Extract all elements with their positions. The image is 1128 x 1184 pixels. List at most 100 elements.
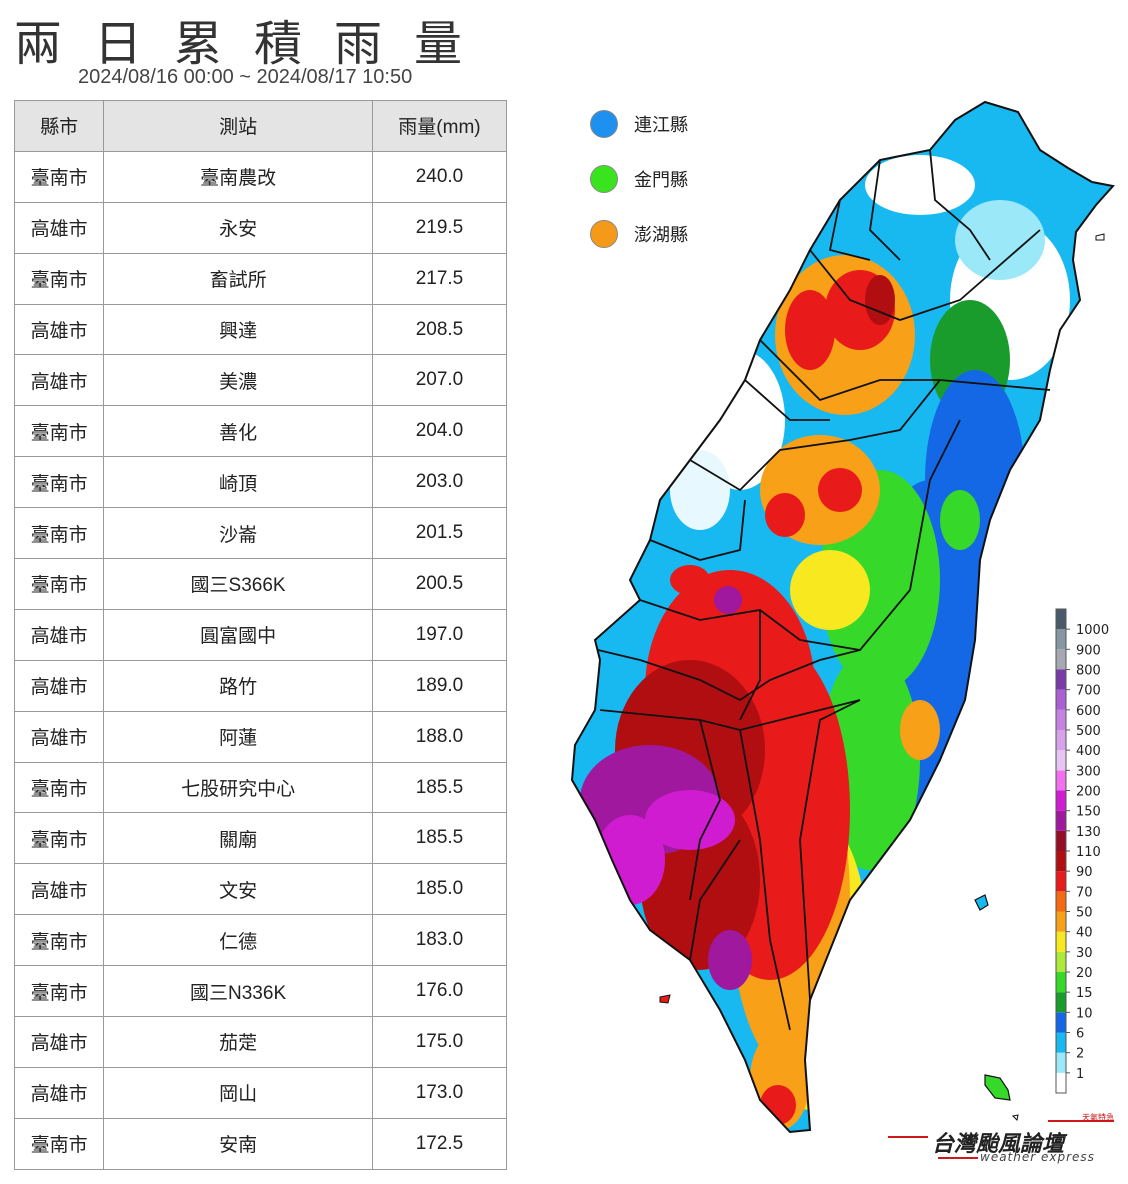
colorbar-swatch bbox=[1056, 750, 1066, 771]
table-row: 臺南市 畜試所 217.5 bbox=[13, 252, 508, 305]
cell-rainfall: 185.0 bbox=[371, 863, 508, 916]
logo-stroke bbox=[888, 1136, 928, 1138]
colorbar-tick-label: 70 bbox=[1076, 885, 1093, 900]
colorbar-tick-label: 900 bbox=[1076, 643, 1101, 658]
cell-county: 高雄市 bbox=[13, 659, 105, 712]
cell-station: 興達 bbox=[103, 303, 373, 356]
colorbar-tick-label: 10 bbox=[1076, 1006, 1093, 1021]
cell-rainfall: 203.0 bbox=[371, 456, 508, 509]
cell-rainfall: 189.0 bbox=[371, 659, 508, 712]
table-header-row: 縣市 測站 雨量(mm) bbox=[13, 100, 508, 152]
cell-county: 臺南市 bbox=[13, 812, 105, 865]
table-row: 臺南市 關廟 185.5 bbox=[13, 812, 508, 865]
colorbar-tick-label: 200 bbox=[1076, 785, 1101, 800]
logo-stroke bbox=[1048, 1120, 1114, 1122]
colorbar-swatch bbox=[1056, 931, 1066, 952]
colorbar-swatch bbox=[1056, 830, 1066, 851]
colorbar-tick-label: 400 bbox=[1076, 744, 1101, 759]
colorbar-tick-label: 1000 bbox=[1076, 623, 1109, 638]
cell-rainfall: 183.0 bbox=[371, 914, 508, 967]
cell-county: 臺南市 bbox=[13, 252, 105, 305]
cell-rainfall: 208.5 bbox=[371, 303, 508, 356]
colorbar-swatch bbox=[1056, 649, 1066, 670]
cell-county: 高雄市 bbox=[13, 1016, 105, 1068]
colorbar-swatch bbox=[1056, 1072, 1066, 1093]
cell-county: 臺南市 bbox=[13, 914, 105, 967]
colorbar-tick-label: 15 bbox=[1076, 986, 1093, 1001]
colorbar-swatch bbox=[1056, 871, 1066, 892]
county-boundaries bbox=[597, 149, 1051, 1031]
rainfall-ranking-table: 縣市 測站 雨量(mm) 臺南市 臺南農改 240.0 高雄市 永安 219.5 臺南市 畜試… bbox=[13, 100, 508, 1170]
table-row: 高雄市 興達 208.5 bbox=[13, 303, 508, 356]
cell-county: 高雄市 bbox=[13, 303, 105, 356]
table-row: 高雄市 茄萣 175.0 bbox=[13, 1016, 508, 1068]
green-island bbox=[974, 894, 989, 911]
liuqiu-island bbox=[659, 994, 671, 1004]
colorbar-swatch bbox=[1056, 609, 1066, 630]
cell-county: 高雄市 bbox=[13, 354, 105, 407]
colorbar-tick-label: 130 bbox=[1076, 825, 1101, 840]
cell-station: 茄萣 bbox=[103, 1016, 373, 1068]
colorbar-tick-label: 50 bbox=[1076, 906, 1093, 921]
cell-rainfall: 188.0 bbox=[371, 710, 508, 763]
table-row: 臺南市 仁德 183.0 bbox=[13, 914, 508, 967]
colorbar-tick-label: 150 bbox=[1076, 805, 1101, 820]
cell-station: 永安 bbox=[103, 201, 373, 254]
cell-county: 臺南市 bbox=[13, 507, 105, 560]
colorbar-swatch bbox=[1056, 951, 1066, 972]
logo-stroke bbox=[938, 1157, 978, 1159]
cell-county: 臺南市 bbox=[13, 761, 105, 814]
cell-station: 國三S366K bbox=[103, 558, 373, 610]
colorbar-tick-label: 600 bbox=[1076, 704, 1101, 719]
cell-county: 臺南市 bbox=[13, 558, 105, 610]
column-header-rainfall: 雨量(mm) bbox=[371, 100, 508, 152]
rainfall-colorbar: 1 2 6 10 15 20 30 40 50 70 90 110 130 150 200 300 400 500… bbox=[1055, 608, 1109, 1094]
cell-station: 臺南農改 bbox=[103, 150, 373, 203]
legend-item-lienchiang: 連江縣 bbox=[590, 110, 688, 138]
colorbar-tick-label: 700 bbox=[1076, 684, 1101, 699]
cell-county: 高雄市 bbox=[13, 1066, 105, 1119]
cell-county: 高雄市 bbox=[13, 201, 105, 254]
taiwan-coastline bbox=[570, 100, 1115, 1134]
colorbar-tick-label: 6 bbox=[1076, 1027, 1084, 1042]
colorbar-swatch bbox=[1056, 992, 1066, 1013]
cell-rainfall: 200.5 bbox=[371, 558, 508, 610]
cell-station: 安南 bbox=[103, 1117, 373, 1170]
cell-county: 臺南市 bbox=[13, 965, 105, 1018]
cell-rainfall: 197.0 bbox=[371, 608, 508, 661]
cell-rainfall: 204.0 bbox=[371, 405, 508, 458]
cell-rainfall: 217.5 bbox=[371, 252, 508, 305]
cell-station: 關廟 bbox=[103, 812, 373, 865]
table-row: 臺南市 善化 204.0 bbox=[13, 405, 508, 458]
cell-rainfall: 185.5 bbox=[371, 761, 508, 814]
colorbar-tick-label: 90 bbox=[1076, 865, 1093, 880]
table-row: 高雄市 圓富國中 197.0 bbox=[13, 608, 508, 661]
cell-county: 高雄市 bbox=[13, 608, 105, 661]
penghu-color-dot bbox=[590, 220, 618, 248]
colorbar-tick-label: 300 bbox=[1076, 764, 1101, 779]
cell-station: 善化 bbox=[103, 405, 373, 458]
table-row: 高雄市 文安 185.0 bbox=[13, 863, 508, 916]
cell-county: 高雄市 bbox=[13, 863, 105, 916]
colorbar-tick-label: 30 bbox=[1076, 946, 1093, 961]
orchid-island bbox=[984, 1074, 1011, 1101]
colorbar-swatch bbox=[1056, 972, 1066, 993]
legend-item-penghu: 澎湖縣 bbox=[590, 220, 688, 248]
guishan-island bbox=[1095, 233, 1105, 241]
colorbar-swatch bbox=[1056, 1032, 1066, 1053]
legend-label-penghu: 澎湖縣 bbox=[634, 225, 688, 246]
cell-station: 仁德 bbox=[103, 914, 373, 967]
logo-tag: 天氣特急 bbox=[1082, 1113, 1114, 1122]
table-row: 臺南市 國三S366K 200.5 bbox=[13, 558, 508, 610]
colorbar-swatch bbox=[1056, 669, 1066, 690]
cell-station: 文安 bbox=[103, 863, 373, 916]
column-header-county: 縣市 bbox=[13, 100, 105, 152]
logo-name: 台灣颱風論壇 bbox=[932, 1132, 1065, 1157]
colorbar-swatch bbox=[1056, 629, 1066, 650]
colorbar-swatch bbox=[1056, 709, 1066, 730]
cell-rainfall: 207.0 bbox=[371, 354, 508, 407]
colorbar-swatch bbox=[1056, 891, 1066, 912]
table-row: 臺南市 國三N336K 176.0 bbox=[13, 965, 508, 1018]
cell-station: 路竹 bbox=[103, 659, 373, 712]
colorbar-tick-label: 1 bbox=[1076, 1067, 1084, 1082]
